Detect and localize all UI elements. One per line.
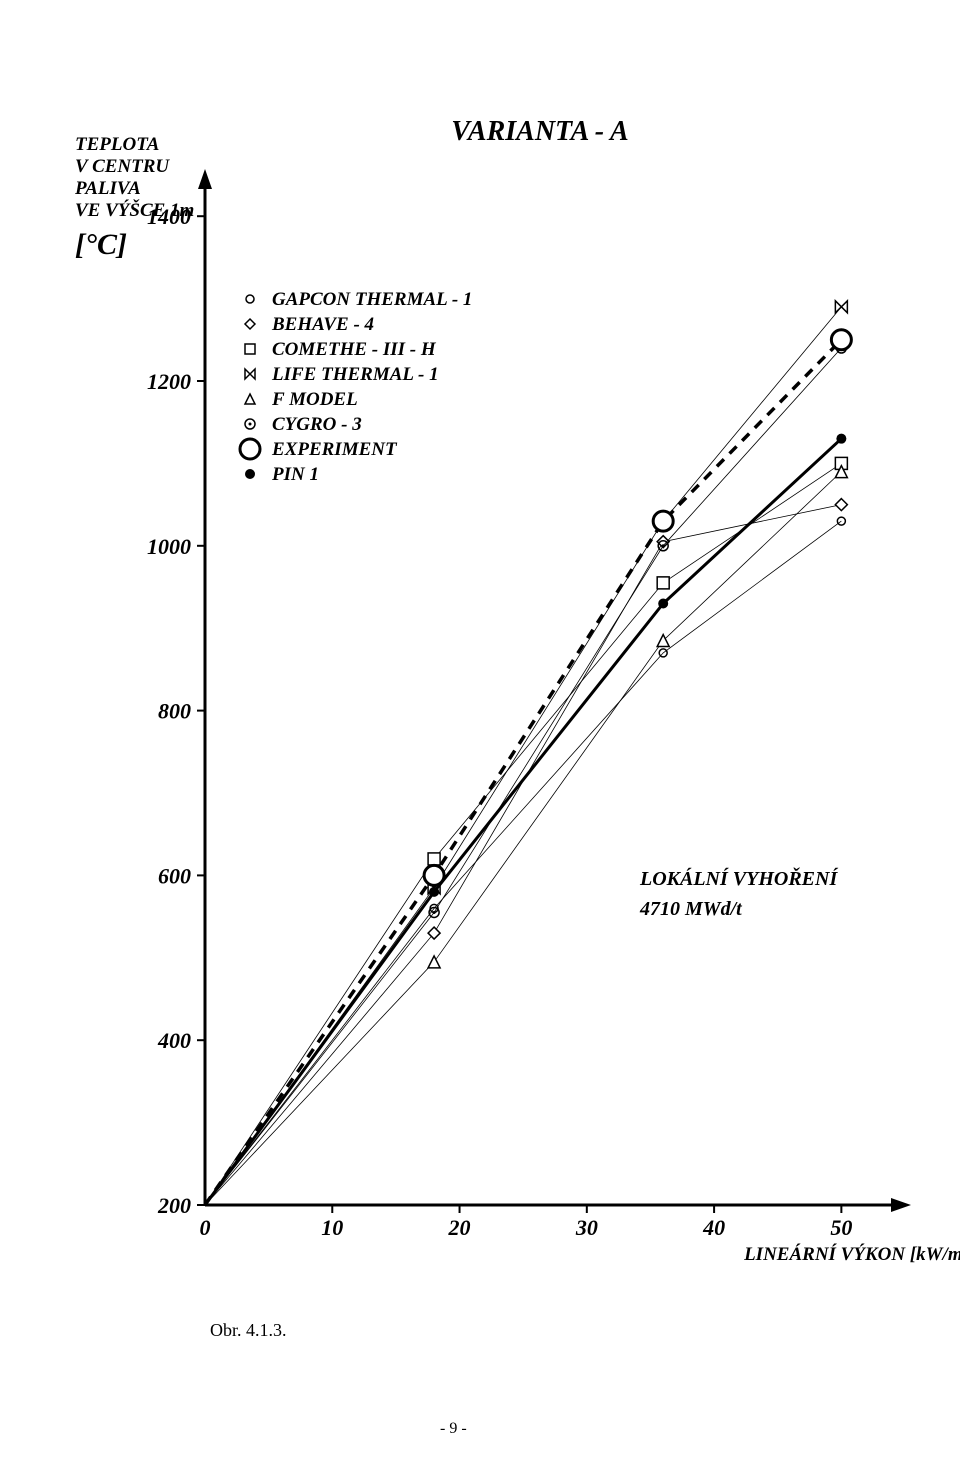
ytick-label: 800 (158, 699, 191, 724)
annotation-line2: 4710 MWd/t (639, 898, 743, 920)
legend-label: F MODEL (271, 389, 358, 410)
ylabel-line: PALIVA (74, 178, 141, 199)
chart-title: VARIANTA - A (451, 116, 628, 147)
series (205, 499, 847, 1205)
page: 20040060080010001200140001020304050VARIA… (0, 0, 960, 1467)
xtick-label: 20 (448, 1215, 471, 1240)
chart-svg: 20040060080010001200140001020304050VARIA… (0, 0, 960, 1467)
ytick-label: 1200 (147, 369, 191, 394)
xtick-label: 40 (702, 1215, 725, 1240)
ytick-label: 600 (158, 863, 191, 888)
ylabel-line: V CENTRU (75, 156, 170, 177)
legend-label: CYGRO - 3 (272, 414, 362, 435)
ylabel-line: VE VÝŠCE 1m (75, 199, 194, 221)
legend-label: GAPCON THERMAL - 1 (272, 289, 472, 310)
xtick-label: 50 (830, 1215, 852, 1240)
series (205, 466, 847, 1205)
legend-label: BEHAVE - 4 (271, 314, 374, 335)
legend: GAPCON THERMAL - 1 BEHAVE - 4 COMETHE - II… (240, 289, 472, 485)
ytick-label: 400 (157, 1028, 191, 1053)
xlabel: LINEÁRNÍ VÝKON [kW/m] (743, 1243, 960, 1265)
annotation-line1: LOKÁLNÍ VYHOŘENÍ (639, 866, 838, 890)
legend-label: LIFE THERMAL - 1 (271, 364, 439, 385)
series (205, 457, 847, 1205)
legend-label: EXPERIMENT (271, 439, 398, 460)
xtick-label: 0 (200, 1215, 211, 1240)
ylabel-unit: [°C] (75, 228, 127, 261)
figure-caption: Obr. 4.1.3. (210, 1320, 287, 1341)
series (205, 434, 846, 1205)
legend-label: PIN 1 (271, 464, 319, 485)
series (205, 517, 845, 1205)
ytick-label: 200 (157, 1193, 191, 1218)
xtick-label: 30 (575, 1215, 598, 1240)
xtick-label: 10 (321, 1215, 343, 1240)
legend-label: COMETHE - III - H (272, 339, 437, 360)
ytick-label: 1000 (147, 534, 191, 559)
ylabel-line: TEPLOTA (75, 134, 159, 155)
page-number: - 9 - (440, 1420, 467, 1438)
